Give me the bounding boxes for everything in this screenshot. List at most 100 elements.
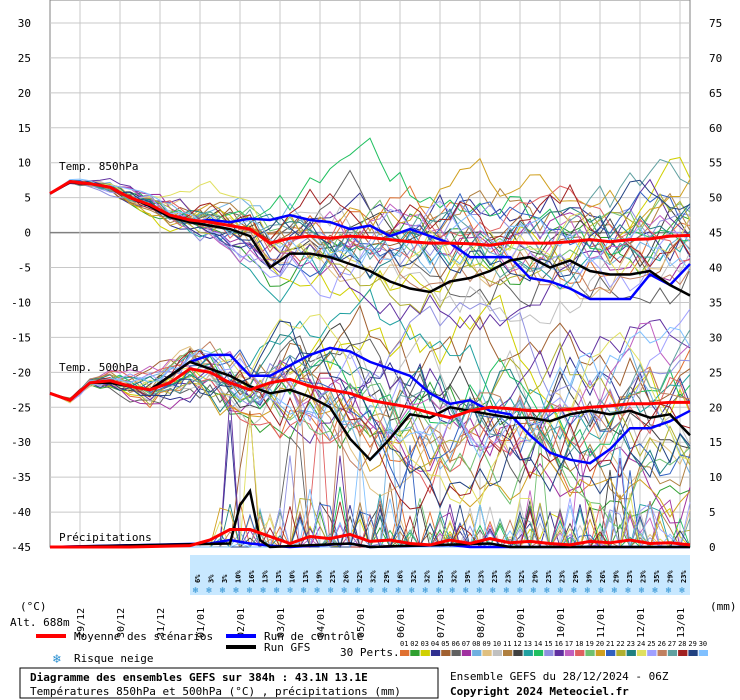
y-tick-right: 20 xyxy=(709,401,722,414)
pert-line-t500 xyxy=(49,364,691,495)
x-tick-label: 06/01 xyxy=(396,608,407,638)
snow-risk-pct: 29% xyxy=(667,570,675,583)
y-tick-left: -10 xyxy=(11,296,31,309)
y-tick-right: 15 xyxy=(709,436,722,449)
snow-risk-pct: 23% xyxy=(545,570,553,583)
snowflake-icon: ❄ xyxy=(355,586,361,596)
snowflake-icon: ❄ xyxy=(612,586,618,596)
pert-line-t500 xyxy=(49,308,691,448)
snow-risk-strip: 6% ❄ 3% ❄ 3% ❄ 10% ❄ 16% ❄ 13% ❄ 13% ❄ 10% ❄ 13% ❄ 19% ❄ 23%… xyxy=(190,555,690,596)
snow-risk-pct: 32% xyxy=(518,570,526,583)
x-tick-label: 02/01 xyxy=(236,608,247,638)
snowflake-icon: ❄ xyxy=(679,586,685,596)
pert-color-swatch xyxy=(616,650,626,656)
pert-legend: 01 02 03 04 05 06 07 08 09 10 11 12 13 14 15 16 17 18 19 20… xyxy=(400,640,708,656)
legend-control-label: Run de contrôle xyxy=(264,630,363,643)
snow-risk-pct: 39% xyxy=(586,570,594,583)
snowflake-icon: ❄ xyxy=(558,586,564,596)
pert-number: 21 xyxy=(606,640,614,648)
pert-color-swatch xyxy=(400,650,410,656)
precip-label: Précipitations xyxy=(59,531,152,544)
y-tick-left: 10 xyxy=(18,157,31,170)
snow-risk-pct: 16% xyxy=(396,570,404,583)
snowflake-icon: ❄ xyxy=(598,586,604,596)
series-precip-0 xyxy=(50,528,691,549)
y-tick-left: 30 xyxy=(18,17,31,30)
snow-risk-pct: 32% xyxy=(451,570,459,583)
y-tick-right: 0 xyxy=(709,541,716,554)
pert-color-swatch xyxy=(606,650,616,656)
main-lines xyxy=(49,180,691,549)
y-tick-left: 20 xyxy=(18,87,31,100)
y-tick-right: 25 xyxy=(709,366,722,379)
pert-color-swatch xyxy=(451,650,461,656)
snowflake-icon: ❄ xyxy=(625,586,631,596)
snowflake-icon: ❄ xyxy=(328,586,334,596)
pert-line-t500 xyxy=(49,345,691,497)
snowflake-icon: ❄ xyxy=(585,586,591,596)
pert-number: 04 xyxy=(431,640,439,648)
snowflake-icon: ❄ xyxy=(233,586,239,596)
x-tick-label: 04/01 xyxy=(316,608,327,638)
snow-risk-pct: 3% xyxy=(207,574,215,583)
snowflake-icon: ❄ xyxy=(368,586,374,596)
pert-number: 30 xyxy=(699,640,707,648)
pert-line-t500 xyxy=(49,304,691,402)
snow-risk-pct: 10% xyxy=(234,570,242,583)
left-axis-unit: (°C) xyxy=(20,600,47,613)
y-tick-right: 35 xyxy=(709,296,722,309)
snow-risk-pct: 39% xyxy=(464,570,472,583)
pert-color-swatch xyxy=(420,650,430,656)
pert-number: 19 xyxy=(585,640,593,648)
x-tick-label: 07/01 xyxy=(436,608,447,638)
pert-line-t500 xyxy=(49,319,691,448)
snowflake-icon: ❄ xyxy=(301,586,307,596)
footer-box xyxy=(19,667,439,699)
snow-risk-pct: 32% xyxy=(369,570,377,583)
snow-risk-pct: 29% xyxy=(532,570,540,583)
pert-number: 11 xyxy=(503,640,511,648)
y-tick-left: -30 xyxy=(11,436,31,449)
legend: Moyenne des scénarios Run de contrôle Ru… xyxy=(36,630,708,667)
pert-color-swatch xyxy=(688,650,698,656)
pert-line-t850 xyxy=(49,157,691,241)
right-axis-unit: (mm) xyxy=(710,600,737,613)
y-tick-left: -5 xyxy=(18,262,31,275)
snow-risk-pct: 29% xyxy=(383,570,391,583)
snow-risk-pct: 23% xyxy=(491,570,499,583)
snowflake-icon: ❄ xyxy=(193,586,199,596)
pert-line-t500 xyxy=(49,359,691,524)
snowflake-icon: ❄ xyxy=(531,586,537,596)
y-tick-right: 50 xyxy=(709,192,722,205)
pert-color-swatch xyxy=(410,650,420,656)
y-tick-right: 65 xyxy=(709,87,722,100)
snowflake-icon: ❄ xyxy=(463,586,469,596)
pert-number: 16 xyxy=(555,640,563,648)
snow-risk-pct: 16% xyxy=(248,570,256,583)
pert-color-swatch xyxy=(667,650,678,656)
snowflake-icon: ❄ xyxy=(544,586,550,596)
snowflake-icon: ❄ xyxy=(504,586,510,596)
x-tick-label: 31/12 xyxy=(156,608,167,638)
pert-color-swatch xyxy=(492,650,502,656)
grid xyxy=(49,0,691,548)
pert-number: 01 xyxy=(400,640,408,648)
snowflake-icon: ❄ xyxy=(477,586,483,596)
pert-line-t850 xyxy=(49,178,691,272)
pert-color-swatch xyxy=(472,650,482,656)
legend-perts-label: 30 Perts. xyxy=(340,646,400,659)
pert-color-swatch xyxy=(430,650,441,656)
snowflake-icon: ❄ xyxy=(206,586,212,596)
pert-line-t500 xyxy=(49,348,691,474)
chart-subtitle: Températures 850hPa et 500hPa (°C) , pré… xyxy=(30,685,401,698)
snowflake-icon: ❄ xyxy=(422,586,428,596)
pert-number: 23 xyxy=(627,640,635,648)
y-tick-right: 75 xyxy=(709,17,722,30)
x-tick-label: 01/01 xyxy=(196,608,207,638)
pert-line-t500 xyxy=(49,320,691,509)
plot-frame xyxy=(49,0,691,548)
copyright: Copyright 2024 Meteociel.fr xyxy=(450,685,629,698)
pert-number: 15 xyxy=(544,640,552,648)
pert-number: 25 xyxy=(647,640,655,648)
snowflake-icon: ❄ xyxy=(666,586,672,596)
